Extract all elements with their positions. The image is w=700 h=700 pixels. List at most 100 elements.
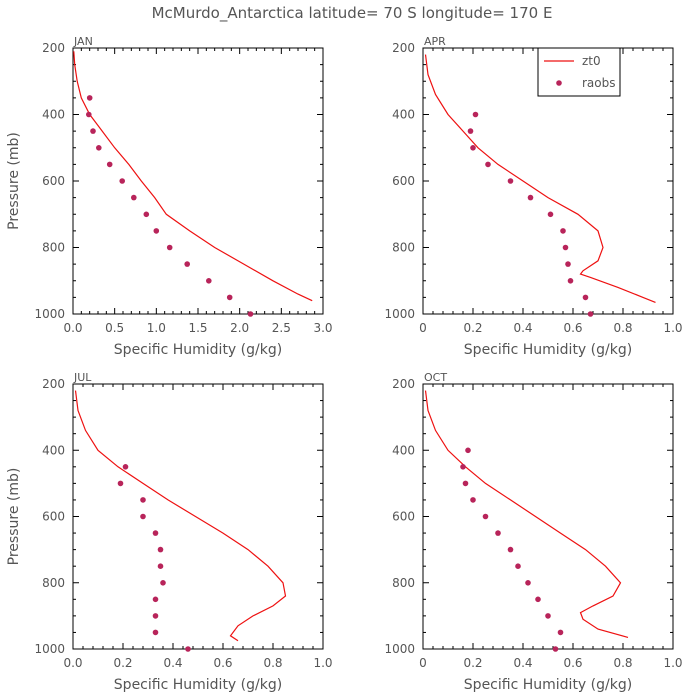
panel-jul-ytick-label: 1000 xyxy=(34,642,65,656)
panel-oct-xtick-label: 0.2 xyxy=(463,656,482,670)
panel-apr-ytick-label: 1000 xyxy=(384,307,415,321)
panel-oct-point-raobs xyxy=(495,530,501,536)
panel-jan-ytick-label: 400 xyxy=(42,108,65,122)
panel-jul-xtick-label: 0.2 xyxy=(113,656,132,670)
panel-jan-xlabel: Specific Humidity (g/kg) xyxy=(114,342,282,358)
panel-oct-ytick-label: 600 xyxy=(392,510,415,524)
panel-oct-point-raobs xyxy=(462,480,469,487)
panel-apr-point-raobs xyxy=(560,228,566,234)
panel-jan-ytick-label: 600 xyxy=(42,174,65,188)
panel-apr-xtick-label: 0.6 xyxy=(563,321,582,335)
panel-jan-point-raobs xyxy=(184,261,190,267)
panel-jan-point-raobs xyxy=(153,228,160,234)
panel-jan-point-raobs xyxy=(226,294,233,301)
panel-oct-point-raobs xyxy=(525,580,531,586)
panel-jul-point-raobs xyxy=(122,464,129,470)
panel-oct-ytick-label: 400 xyxy=(392,443,415,457)
panel-oct-point-raobs xyxy=(515,563,521,569)
panel-oct-xtick-label: 0.4 xyxy=(513,656,532,670)
panel-apr-label: APR xyxy=(424,35,446,48)
panel-oct-xtick-label: 0 xyxy=(419,656,427,670)
panel-jul-ytick-label: 800 xyxy=(42,576,65,590)
legend-marker-raobs xyxy=(556,80,562,86)
panel-jan-ytick-label: 200 xyxy=(42,41,65,55)
panel-jan-label: JAN xyxy=(73,35,93,48)
panel-jul-point-raobs xyxy=(157,546,164,553)
panel-jul-point-raobs xyxy=(140,513,146,520)
panel-jul-point-raobs xyxy=(117,480,124,487)
panel-jul-point-raobs xyxy=(160,580,166,586)
panel-jan-point-raobs xyxy=(119,178,125,184)
panel-jan-xtick-label: 0.0 xyxy=(63,321,82,335)
panel-jul-xtick-label: 1.0 xyxy=(313,656,332,670)
panel-oct-point-raobs xyxy=(460,464,466,470)
panel-jan-point-raobs xyxy=(247,311,254,317)
panel-oct-label: OCT xyxy=(424,371,447,384)
panel-jan-point-raobs xyxy=(166,244,173,251)
panel-jul-ylabel: Pressure (mb) xyxy=(6,468,22,566)
panel-oct-point-raobs xyxy=(482,513,489,520)
panel-jan-xtick-label: 1.5 xyxy=(188,321,207,335)
panel-apr-xtick-label: 0.8 xyxy=(613,321,632,335)
panel-apr-point-raobs xyxy=(527,194,534,201)
legend-label-zt0: zt0 xyxy=(582,54,601,68)
panel-jul-point-raobs xyxy=(152,530,159,536)
panel-jan-series-zt0 xyxy=(73,51,313,302)
panel-apr-series-zt0 xyxy=(424,54,656,303)
panel-jan-ylabel: Pressure (mb) xyxy=(6,132,22,230)
panel-apr-ytick-label: 400 xyxy=(392,108,415,122)
panel-oct-point-raobs xyxy=(545,613,551,619)
panel-jan-point-raobs xyxy=(86,111,92,118)
panel-apr-point-raobs xyxy=(470,145,476,151)
panel-apr-point-raobs xyxy=(562,244,569,251)
panel-apr-xlabel: Specific Humidity (g/kg) xyxy=(464,342,632,358)
panel-jul-ytick-label: 200 xyxy=(42,377,65,391)
panel-jul-point-raobs xyxy=(140,497,146,503)
panel-jan-frame xyxy=(72,47,324,315)
panel-oct-point-raobs xyxy=(507,546,514,553)
panel-apr-xtick-label: 0.4 xyxy=(513,321,532,335)
panel-jul-series-zt0 xyxy=(74,390,287,642)
panel-apr-xtick-label: 0.2 xyxy=(463,321,482,335)
panel-jan-ytick-label: 800 xyxy=(42,241,65,255)
panel-apr-point-raobs xyxy=(485,161,491,168)
panel-jan-point-raobs xyxy=(143,211,150,218)
panel-oct-ytick-label: 800 xyxy=(392,576,415,590)
panel-jul-xtick-label: 0.0 xyxy=(63,656,82,670)
panel-jul-ytick-label: 600 xyxy=(42,510,65,524)
panel-apr-ytick-label: 200 xyxy=(392,41,415,55)
panel-apr-point-raobs xyxy=(467,128,474,134)
panel-oct-xlabel: Specific Humidity (g/kg) xyxy=(464,677,632,693)
chart-title: McMurdo_Antarctica latitude= 70 S longit… xyxy=(152,4,553,23)
legend-box xyxy=(537,47,621,97)
panel-jul-point-raobs xyxy=(152,613,159,619)
panel-apr-point-raobs xyxy=(565,261,571,267)
panel-oct-frame xyxy=(422,383,674,650)
legend-label-raobs: raobs xyxy=(582,76,616,90)
panel-oct-xtick-label: 0.8 xyxy=(613,656,632,670)
panel-jan-ytick-label: 1000 xyxy=(34,307,65,321)
panel-apr-ytick-label: 800 xyxy=(392,241,415,255)
panel-apr-point-raobs xyxy=(567,278,574,284)
panel-apr-xtick-label: 0 xyxy=(419,321,427,335)
panel-jan-point-raobs xyxy=(131,194,137,201)
panel-apr-point-raobs xyxy=(507,178,514,184)
panel-oct-series-zt0 xyxy=(424,390,629,638)
panel-jan-xtick-label: 2.0 xyxy=(230,321,249,335)
panel-jul-xtick-label: 0.4 xyxy=(163,656,182,670)
panel-jan-xtick-label: 1.0 xyxy=(147,321,166,335)
panel-apr-point-raobs xyxy=(547,211,554,218)
panel-apr-point-raobs xyxy=(472,111,479,118)
panel-apr-point-raobs xyxy=(582,294,589,301)
panel-jan-point-raobs xyxy=(106,161,113,168)
panel-oct-point-raobs xyxy=(465,447,471,454)
panel-jan-point-raobs xyxy=(206,278,212,284)
panel-oct-point-raobs xyxy=(535,596,541,603)
panel-oct-xtick-label: 1.0 xyxy=(663,656,682,670)
panel-jul-xlabel: Specific Humidity (g/kg) xyxy=(114,677,282,693)
panel-jul-xtick-label: 0.8 xyxy=(263,656,282,670)
panel-jan-xtick-label: 0.5 xyxy=(105,321,124,335)
panel-apr-point-raobs xyxy=(587,311,594,317)
panel-oct-ytick-label: 1000 xyxy=(384,642,415,656)
